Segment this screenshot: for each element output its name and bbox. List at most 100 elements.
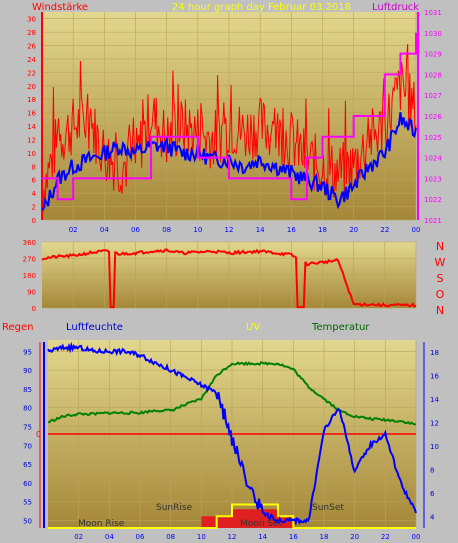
wind-y-tick: 2 bbox=[32, 204, 36, 212]
wind-y-tick: 4 bbox=[32, 190, 37, 198]
temperature-y-ticks: 4 6 8 10 12 14 16 18 bbox=[430, 349, 439, 522]
rain-label: Regen bbox=[2, 322, 34, 333]
humidity-x-tick: 18 bbox=[320, 533, 329, 541]
pressure-y-tick: 1023 bbox=[424, 175, 442, 183]
pressure-series-line bbox=[42, 32, 417, 201]
direction-y-tick: 180 bbox=[23, 272, 36, 280]
temperature-y-tick: 16 bbox=[430, 372, 439, 380]
wind-y-tick: 20 bbox=[27, 83, 36, 91]
wind-x-tick: 16 bbox=[287, 226, 296, 234]
direction-y-tick: 0 bbox=[32, 305, 36, 313]
wind-axis-title: Windstärke bbox=[32, 2, 88, 13]
pressure-y-ticks: 1021 1022 1023 1024 1025 1026 1027 1028 1029 1030… bbox=[424, 9, 442, 225]
uv-area-fill bbox=[201, 509, 294, 528]
wind-y-tick: 26 bbox=[27, 43, 36, 51]
humidity-x-tick: 16 bbox=[289, 533, 298, 541]
direction-y-tick: 270 bbox=[23, 256, 36, 264]
temperature-y-tick: 18 bbox=[430, 349, 439, 357]
direction-compass-label: N bbox=[436, 240, 444, 253]
humidity-x-tick: 10 bbox=[197, 533, 206, 541]
wind-y-tick: 16 bbox=[27, 110, 36, 118]
direction-y-tick: 90 bbox=[27, 289, 36, 297]
direction-compass-label: S bbox=[437, 272, 444, 285]
pressure-y-tick: 1026 bbox=[424, 113, 442, 121]
humidity-x-tick: 12 bbox=[228, 533, 237, 541]
wind-y-tick: 30 bbox=[27, 16, 36, 24]
temperature-series-line bbox=[47, 361, 417, 426]
wind-x-tick: 06 bbox=[131, 226, 140, 234]
wind-y-tick: 24 bbox=[27, 56, 36, 64]
wind-x-tick: 14 bbox=[256, 226, 265, 234]
humidity-y-tick: 55 bbox=[23, 499, 32, 507]
humidity-x-ticks: 02 04 06 08 10 12 14 16 18 20 22 00 bbox=[74, 533, 420, 541]
direction-compass-label: N bbox=[436, 304, 444, 317]
humidity-x-tick: 14 bbox=[258, 533, 267, 541]
temperature-y-tick: 14 bbox=[430, 396, 439, 404]
humidity-x-tick: 02 bbox=[74, 533, 83, 541]
wind-x-tick: 12 bbox=[225, 226, 234, 234]
wind-x-ticks: 02 04 06 08 10 12 14 16 18 20 22 00 bbox=[69, 226, 421, 234]
direction-series-line bbox=[41, 248, 417, 309]
uv-series-line bbox=[48, 503, 416, 529]
series-layer bbox=[41, 32, 417, 529]
humidity-y-tick: 95 bbox=[23, 348, 32, 356]
humidity-y-tick: 60 bbox=[23, 480, 32, 488]
wind-y-tick: 14 bbox=[27, 123, 36, 131]
humidity-y-tick: 70 bbox=[23, 442, 32, 450]
wind-x-tick: 02 bbox=[69, 226, 78, 234]
pressure-y-tick: 1029 bbox=[424, 51, 442, 59]
wind-y-tick: 6 bbox=[32, 177, 37, 185]
temperature-y-tick: 6 bbox=[430, 490, 435, 498]
wind-y-tick: 28 bbox=[27, 29, 36, 37]
pressure-y-tick: 1031 bbox=[424, 9, 442, 17]
wind-x-tick: 22 bbox=[380, 226, 389, 234]
rain-zero-tick: 0 bbox=[36, 430, 41, 439]
humidity-series-line bbox=[47, 341, 417, 526]
wind-mean-series-line bbox=[41, 112, 417, 211]
pressure-y-tick: 1028 bbox=[424, 71, 442, 79]
humidity-y-tick: 50 bbox=[23, 517, 32, 525]
humidity-y-tick: 90 bbox=[23, 367, 32, 375]
pressure-y-tick: 1030 bbox=[424, 30, 442, 38]
humidity-y-tick: 75 bbox=[23, 423, 32, 431]
humidity-x-tick: 04 bbox=[105, 533, 114, 541]
direction-compass-label: W bbox=[435, 256, 446, 269]
moonset-annotation: Moon Set bbox=[240, 519, 283, 529]
wind-y-tick: 18 bbox=[27, 96, 36, 104]
temperature-y-tick: 4 bbox=[430, 513, 435, 521]
pressure-axis-title: Luftdruck bbox=[372, 2, 419, 13]
moonrise-annotation: Moon Rise bbox=[78, 519, 125, 529]
wind-x-tick: 08 bbox=[162, 226, 171, 234]
humidity-x-tick: 00 bbox=[412, 533, 421, 541]
pressure-y-tick: 1021 bbox=[424, 217, 442, 225]
humidity-y-tick: 85 bbox=[23, 386, 32, 394]
wind-x-tick: 00 bbox=[412, 226, 421, 234]
wind-y-tick: 10 bbox=[27, 150, 36, 158]
humidity-y-ticks: 50 55 60 65 70 75 80 85 90 95 bbox=[23, 348, 32, 525]
humidity-x-tick: 22 bbox=[381, 533, 390, 541]
temperature-y-tick: 12 bbox=[430, 419, 439, 427]
wind-y-tick: 22 bbox=[27, 69, 36, 77]
humidity-label: Luftfeuchte bbox=[66, 322, 123, 333]
wind-y-tick: 0 bbox=[32, 217, 36, 225]
humidity-x-tick: 08 bbox=[166, 533, 175, 541]
wind-x-tick: 18 bbox=[318, 226, 327, 234]
pressure-y-tick: 1024 bbox=[424, 155, 442, 163]
pressure-y-tick: 1022 bbox=[424, 196, 442, 204]
pressure-y-tick: 1027 bbox=[424, 92, 442, 100]
direction-compass-label: O bbox=[436, 288, 445, 301]
uv-label: UV bbox=[246, 322, 260, 333]
humidity-x-tick: 06 bbox=[136, 533, 145, 541]
temperature-label: Temperatur bbox=[311, 322, 370, 333]
direction-gridlines bbox=[42, 241, 417, 309]
temperature-y-tick: 8 bbox=[430, 466, 434, 474]
humidity-y-tick: 65 bbox=[23, 461, 32, 469]
wind-x-tick: 20 bbox=[349, 226, 358, 234]
direction-y-ticks: 0 90 180 270 360 bbox=[23, 239, 36, 313]
pressure-y-tick: 1025 bbox=[424, 134, 442, 142]
humidity-y-tick: 80 bbox=[23, 405, 32, 413]
